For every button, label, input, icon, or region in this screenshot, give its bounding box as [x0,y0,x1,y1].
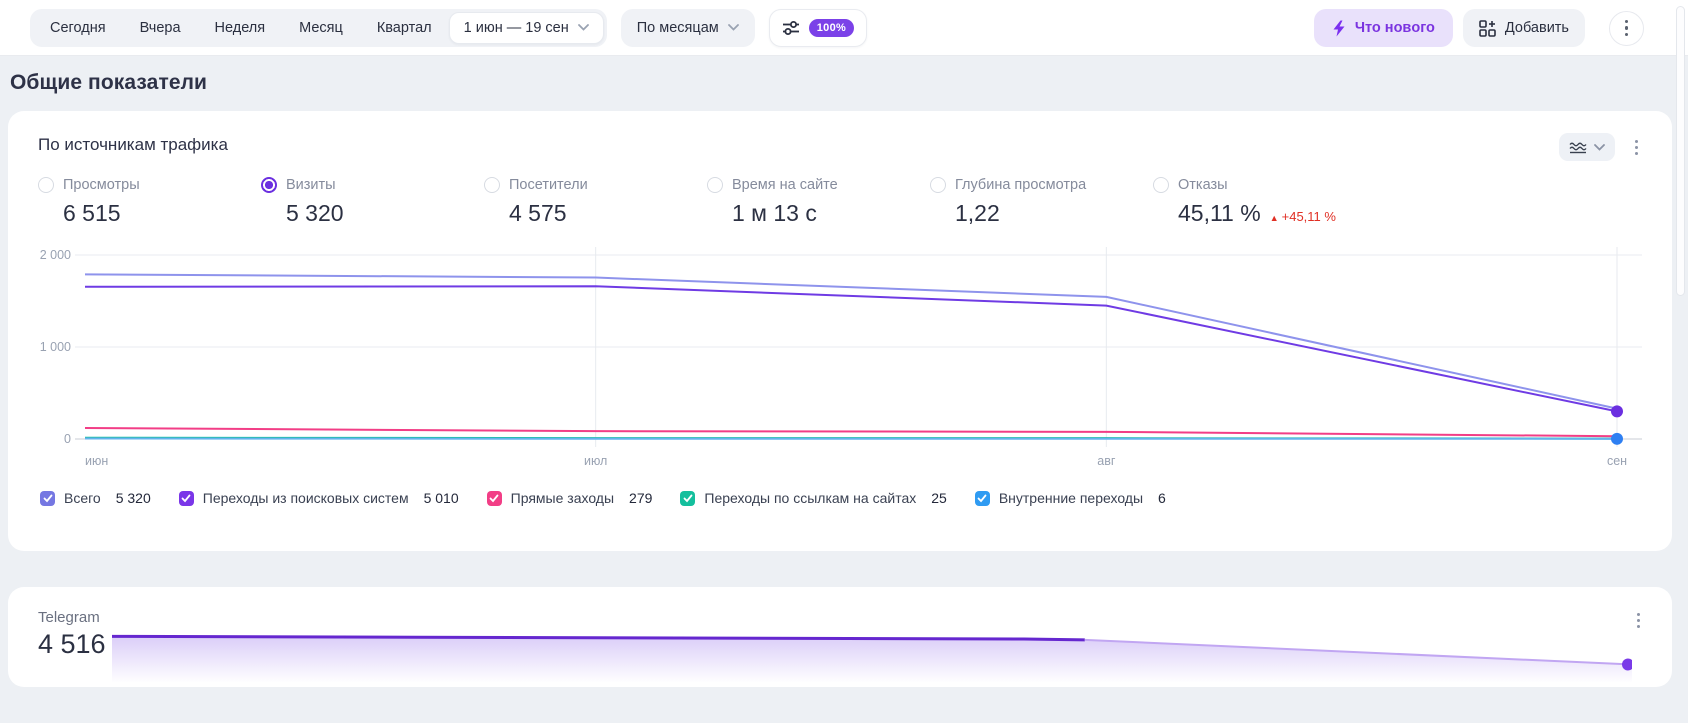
svg-text:сен: сен [1607,454,1627,468]
metric-visitors: Посетители 4 575 [484,177,707,227]
metric-depth: Глубина просмотра 1,22 [930,177,1153,227]
metric-radio-bounce-rate[interactable]: Отказы [1153,177,1376,193]
sampling-button[interactable]: 100% [768,8,868,47]
whats-new-button[interactable]: Что новoго [1313,9,1453,47]
tab-yesterday[interactable]: Вчера [123,12,198,44]
sampling-badge: 100% [808,18,855,37]
metric-radio-visits[interactable]: Визиты [261,177,484,193]
group-by-value: По месяцам [636,19,719,36]
checkbox-checked-icon [40,490,55,506]
radio-icon [484,177,500,193]
sliders-icon [782,20,799,35]
traffic-chart[interactable]: 0 1 000 2 000 июн июл авг сен [38,241,1662,478]
metric-bounce-rate: Отказы 45,11 % ▲ +45,11 % [1153,177,1376,227]
svg-text:июн: июн [85,454,108,468]
metric-time-on-site: Время на сайте 1 м 13 с [707,177,930,227]
svg-text:авг: авг [1097,454,1116,468]
legend-value: 6 [1158,490,1166,506]
add-widget-label: Добавить [1504,20,1569,36]
lightning-icon [1333,20,1345,36]
svg-text:0: 0 [64,432,71,446]
checkbox-checked-icon [178,490,194,506]
legend-item-total[interactable]: Всего 5 320 [40,490,151,506]
metric-value: 45,11 % [1178,200,1261,226]
chart-type-selector[interactable] [1559,133,1615,161]
legend-value: 279 [629,490,653,506]
legend-item-internal[interactable]: Внутренние переходы 6 [974,490,1166,506]
add-widget-button[interactable]: Добавить [1462,9,1585,47]
radio-icon [707,177,723,193]
kebab-icon [1637,613,1640,628]
telegram-card-value: 4 516 [38,629,106,659]
telegram-card-title: Telegram [38,609,100,626]
topbar-menu-button[interactable] [1609,10,1644,46]
metric-radio-depth[interactable]: Глубина просмотра [930,177,1153,193]
line-chart-icon [1569,142,1587,153]
line-chart[interactable]: 0 1 000 2 000 июн июл авг сен [38,241,1662,473]
date-range-selector[interactable]: 1 июн — 19 сен [448,11,604,44]
metric-radio-visitors[interactable]: Посетители [484,177,707,193]
delta-badge: ▲ +45,11 % [1269,209,1336,224]
checkbox-checked-icon [974,490,990,506]
kebab-icon [1624,19,1629,37]
chevron-down-icon [577,24,589,31]
grid-plus-icon [1479,19,1496,37]
tab-quarter[interactable]: Квартал [360,12,449,44]
group-by-selector[interactable]: По месяцам [620,8,755,47]
checkbox-checked-icon [486,490,502,506]
telegram-card: Telegram 4 516 [8,587,1672,687]
radio-icon [38,177,54,193]
metric-radio-time-on-site[interactable]: Время на сайте [707,177,930,193]
legend-item-site-links[interactable]: Переходы по ссылкам на сайтах 25 [680,490,947,506]
chart-legend: Всего 5 320 Переходы из поисковых систем… [38,490,1642,506]
chevron-down-icon [727,24,739,31]
radio-icon [1153,177,1169,193]
tab-today[interactable]: Сегодня [33,12,123,44]
topbar: Сегодня Вчера Неделя Месяц Квартал 1 июн… [0,0,1688,56]
legend-value: 5 010 [423,490,459,506]
period-tabs: Сегодня Вчера Неделя Месяц Квартал 1 июн… [30,8,607,47]
radio-selected-icon [261,177,277,193]
radio-icon [930,177,946,193]
metric-value: 6 515 [63,200,121,226]
svg-text:2 000: 2 000 [40,248,71,262]
metric-selectors: Просмотры 6 515 Визиты 5 320 Посетители … [38,177,1642,227]
topbar-actions: Что новoго Добавить [1313,9,1644,47]
date-range-value: 1 июн — 19 сен [463,19,569,36]
telegram-sparkline[interactable] [112,595,1632,683]
metric-radio-pageviews[interactable]: Просмотры [38,177,261,193]
metric-pageviews: Просмотры 6 515 [38,177,261,227]
legend-item-direct[interactable]: Прямые заходы 279 [486,490,653,506]
arrow-up-icon: ▲ [1269,213,1279,223]
whats-new-label: Что новoго [1354,20,1435,36]
tab-week[interactable]: Неделя [198,12,283,44]
chevron-down-icon [1594,143,1605,151]
traffic-card-menu-button[interactable] [1631,136,1642,159]
page-title: Общие показатели [10,71,208,94]
svg-text:июл: июл [584,454,607,468]
metric-value: 1,22 [955,200,1000,226]
dashboard-content: Общие показатели По источникам трафика [0,71,1688,687]
kebab-icon [1635,139,1638,155]
metric-value: 5 320 [286,200,344,226]
checkbox-checked-icon [680,490,696,506]
metric-value: 4 575 [509,200,567,226]
tab-month[interactable]: Месяц [282,12,360,44]
svg-text:1 000: 1 000 [40,340,71,354]
scrollbar-thumb[interactable] [1676,6,1685,296]
metric-value: 1 м 13 с [732,200,817,226]
legend-value: 25 [931,490,947,506]
legend-value: 5 320 [115,490,151,506]
traffic-sources-card: По источникам трафика [8,111,1672,551]
telegram-card-menu-button[interactable] [1633,609,1644,632]
legend-item-search-engines[interactable]: Переходы из поисковых систем 5 010 [178,490,459,506]
metric-visits: Визиты 5 320 [261,177,484,227]
traffic-card-title: По источникам трафика [38,135,228,154]
